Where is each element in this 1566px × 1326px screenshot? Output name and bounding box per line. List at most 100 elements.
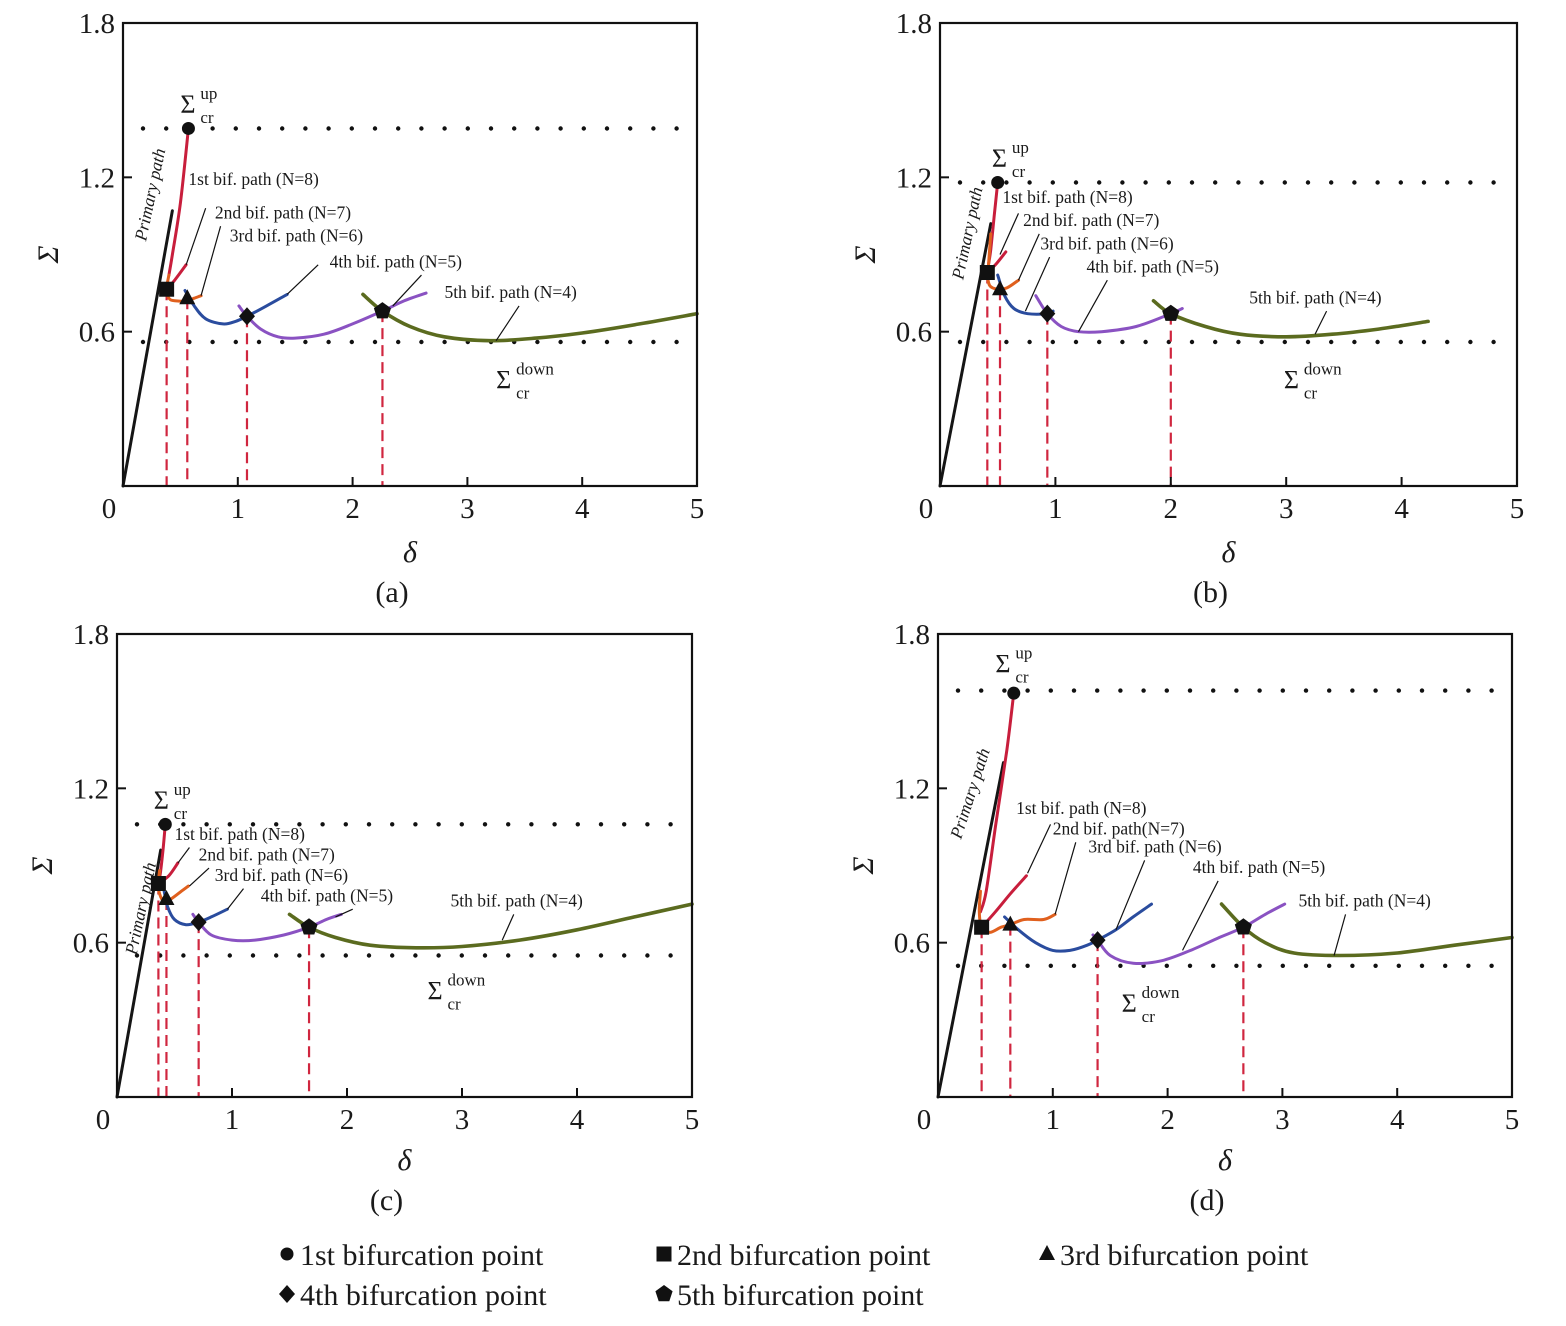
dot bbox=[1211, 963, 1216, 968]
annotation-leader bbox=[335, 908, 353, 918]
bifurcation-point-triangle bbox=[992, 280, 1009, 296]
dot bbox=[645, 822, 650, 827]
bifurcation-point-pentagon bbox=[1162, 304, 1180, 321]
dot bbox=[204, 953, 209, 958]
series-path5 bbox=[1219, 902, 1514, 958]
dot bbox=[1327, 688, 1332, 693]
y-tick-label: 1.8 bbox=[896, 8, 932, 40]
y-tick-label: 0.6 bbox=[73, 928, 109, 960]
annotation-label: 4th bif. path (N=5) bbox=[330, 251, 463, 271]
dot bbox=[343, 953, 348, 958]
dot bbox=[413, 953, 418, 958]
dot bbox=[1189, 180, 1195, 185]
dot bbox=[506, 953, 511, 958]
dot bbox=[303, 339, 308, 345]
y-tick-label: 0.6 bbox=[896, 317, 932, 349]
dot bbox=[1466, 688, 1471, 693]
crit-up-line bbox=[957, 180, 1496, 185]
dot bbox=[250, 953, 256, 958]
dot bbox=[1375, 180, 1380, 185]
dot bbox=[1234, 688, 1239, 693]
annotation-label: 1st bif. path (N=8) bbox=[1016, 798, 1147, 818]
dot bbox=[529, 822, 534, 827]
x-tick-label: 0 bbox=[102, 493, 117, 525]
dot bbox=[1491, 339, 1496, 345]
annotation-label: 5th bif. path (N=4) bbox=[1298, 891, 1431, 911]
dot bbox=[1305, 180, 1311, 185]
dot bbox=[1164, 688, 1170, 693]
dot bbox=[506, 822, 511, 827]
dot bbox=[1373, 688, 1378, 693]
dot bbox=[981, 339, 986, 345]
dot bbox=[1466, 963, 1471, 968]
dot bbox=[459, 953, 464, 958]
sigma-symbol: Σ bbox=[154, 786, 169, 815]
dot bbox=[1027, 339, 1032, 345]
annotation-label: 3rd bif. path (N=6) bbox=[1040, 233, 1173, 253]
dot bbox=[482, 822, 488, 827]
dot bbox=[1421, 339, 1427, 345]
dot bbox=[1257, 963, 1262, 968]
dot bbox=[1491, 180, 1496, 185]
bifurcation-point-triangle bbox=[1002, 915, 1019, 931]
x-tick-label: 2 bbox=[345, 493, 360, 525]
dot bbox=[668, 822, 673, 827]
dot bbox=[535, 126, 540, 131]
sigma-symbol: Σ bbox=[1284, 365, 1299, 394]
dot bbox=[250, 822, 256, 827]
dot bbox=[1280, 688, 1286, 693]
dot bbox=[957, 339, 963, 345]
dot bbox=[1004, 180, 1009, 185]
y-tick-label: 1.8 bbox=[79, 8, 115, 40]
x-tick-label: 0 bbox=[919, 493, 934, 525]
x-tick-label: 5 bbox=[690, 493, 705, 525]
annotation-leader bbox=[1017, 233, 1040, 281]
dot bbox=[1352, 339, 1357, 345]
dot bbox=[1350, 688, 1355, 693]
y-axis-label: Σ bbox=[849, 245, 882, 264]
dot bbox=[396, 126, 401, 131]
series-primary bbox=[936, 761, 1005, 1099]
series-path4 bbox=[191, 912, 343, 943]
dot bbox=[326, 126, 331, 131]
sigma-symbol: Σ bbox=[995, 650, 1010, 679]
series-path4 bbox=[1034, 294, 1184, 334]
annotation-leader bbox=[189, 867, 210, 887]
dot bbox=[1002, 963, 1007, 968]
x-tick-label: 2 bbox=[340, 1104, 355, 1136]
dot bbox=[1097, 180, 1102, 185]
series-path5 bbox=[361, 292, 699, 343]
annotation-label: 5th bif. path (N=4) bbox=[451, 891, 584, 911]
dot bbox=[419, 339, 424, 345]
dot bbox=[134, 822, 140, 827]
bifurcation-point-circle bbox=[1007, 686, 1021, 700]
annotation-label: 1st bif. path (N=8) bbox=[1002, 187, 1133, 207]
crit-down-line bbox=[955, 963, 1494, 968]
y-tick-label: 0.6 bbox=[79, 317, 115, 349]
dot bbox=[1213, 339, 1218, 345]
dot bbox=[1097, 339, 1102, 345]
dot bbox=[1398, 339, 1404, 345]
bifurcation-point-pentagon bbox=[1234, 918, 1252, 935]
dot bbox=[1118, 688, 1123, 693]
annotation-leader bbox=[501, 914, 515, 941]
y-tick-label: 1.2 bbox=[73, 773, 109, 805]
bifurcation-point-square bbox=[974, 919, 990, 935]
dot bbox=[1071, 963, 1077, 968]
dot bbox=[1373, 963, 1378, 968]
dot bbox=[233, 339, 238, 345]
dot bbox=[256, 126, 262, 131]
dot bbox=[320, 822, 325, 827]
dot bbox=[488, 126, 494, 131]
annotation-leader bbox=[392, 274, 422, 307]
x-tick-label: 4 bbox=[1390, 1104, 1405, 1136]
dot bbox=[366, 822, 372, 827]
annotation-leader bbox=[999, 213, 1020, 255]
dot bbox=[651, 339, 656, 345]
dot bbox=[210, 339, 215, 345]
annotation-label: 1st bif. path (N=8) bbox=[175, 824, 306, 844]
annotation-leader bbox=[177, 847, 190, 864]
x-tick-label: 5 bbox=[1505, 1104, 1520, 1136]
